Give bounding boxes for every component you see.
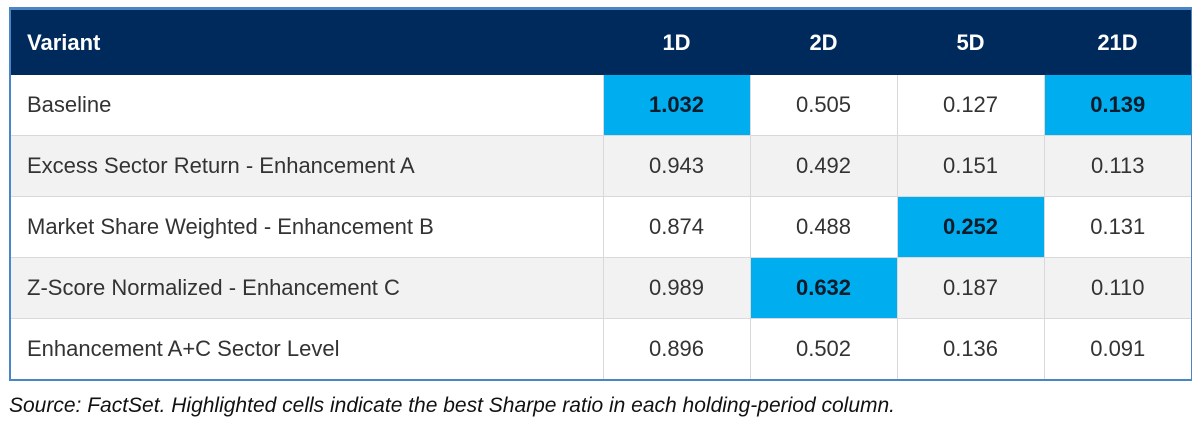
variant-cell: Baseline <box>11 75 604 136</box>
value-cell-5d: 0.187 <box>897 257 1045 319</box>
variant-cell: Z-Score Normalized - Enhancement C <box>11 257 604 319</box>
source-note: Source: FactSet. Highlighted cells indic… <box>9 394 896 417</box>
value-cell-5d: 0.151 <box>897 135 1045 197</box>
value-cell-5d: 0.127 <box>897 75 1045 136</box>
column-header-2d: 2D <box>750 10 897 75</box>
variant-cell: Excess Sector Return - Enhancement A <box>11 135 604 197</box>
results-table: Variant 1D 2D 5D 21D Baseline 1.032 0.50… <box>11 10 1191 379</box>
value-cell-2d: 0.505 <box>750 75 898 136</box>
table-row: Excess Sector Return - Enhancement A 0.9… <box>11 135 1191 197</box>
table-row: Enhancement A+C Sector Level 0.896 0.502… <box>11 318 1191 379</box>
value-cell-5d: 0.136 <box>897 318 1045 379</box>
value-cell-2d: 0.492 <box>750 135 898 197</box>
value-cell-1d: 0.989 <box>603 257 751 319</box>
table-row: Z-Score Normalized - Enhancement C 0.989… <box>11 257 1191 319</box>
value-cell-21d: 0.110 <box>1044 257 1191 319</box>
value-cell-21d: 0.113 <box>1044 135 1191 197</box>
value-cell-21d-highlighted: 0.139 <box>1044 75 1191 136</box>
column-header-5d: 5D <box>897 10 1044 75</box>
value-cell-21d: 0.091 <box>1044 318 1191 379</box>
sharpe-ratio-table: Variant 1D 2D 5D 21D Baseline 1.032 0.50… <box>9 7 1192 381</box>
value-cell-2d-highlighted: 0.632 <box>750 257 898 319</box>
column-header-1d: 1D <box>603 10 750 75</box>
variant-cell: Market Share Weighted - Enhancement B <box>11 196 604 258</box>
value-cell-21d: 0.131 <box>1044 196 1191 258</box>
value-cell-1d: 0.896 <box>603 318 751 379</box>
table-row: Baseline 1.032 0.505 0.127 0.139 <box>11 75 1191 136</box>
table-row: Market Share Weighted - Enhancement B 0.… <box>11 196 1191 258</box>
value-cell-2d: 0.502 <box>750 318 898 379</box>
table-body: Baseline 1.032 0.505 0.127 0.139 Excess … <box>11 75 1191 379</box>
column-header-variant: Variant <box>11 10 603 75</box>
variant-cell: Enhancement A+C Sector Level <box>11 318 604 379</box>
table-header: Variant 1D 2D 5D 21D <box>11 10 1191 75</box>
value-cell-1d: 0.943 <box>603 135 751 197</box>
value-cell-1d: 0.874 <box>603 196 751 258</box>
value-cell-5d-highlighted: 0.252 <box>897 196 1045 258</box>
header-row: Variant 1D 2D 5D 21D <box>11 10 1191 75</box>
value-cell-2d: 0.488 <box>750 196 898 258</box>
column-header-21d: 21D <box>1044 10 1191 75</box>
value-cell-1d-highlighted: 1.032 <box>603 75 751 136</box>
